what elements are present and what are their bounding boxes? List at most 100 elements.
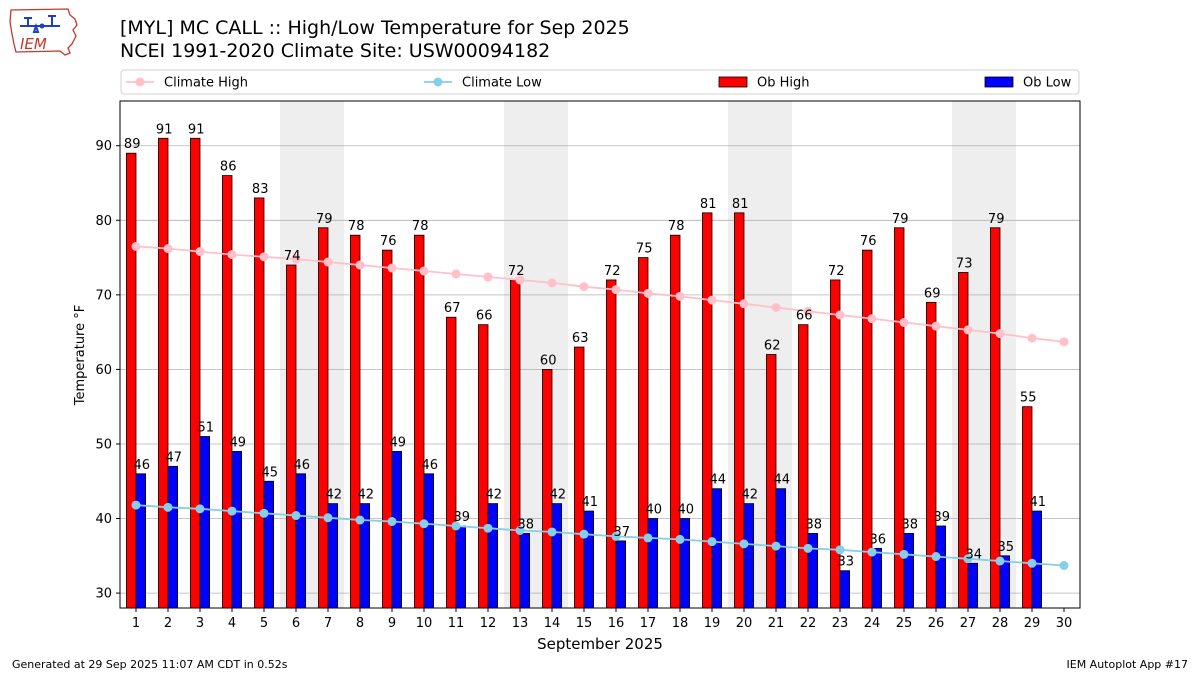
ob-high-label: 89 bbox=[124, 137, 141, 152]
ob-high-bar bbox=[285, 264, 297, 609]
climate-low-point bbox=[419, 519, 429, 529]
ob-high-label: 63 bbox=[572, 331, 589, 346]
ob-low-label: 39 bbox=[934, 510, 951, 525]
ob-high-bar bbox=[670, 234, 681, 609]
ob-low-label: 34 bbox=[966, 547, 983, 562]
climate-low-point bbox=[291, 511, 301, 521]
ob-low-label: 40 bbox=[678, 503, 695, 518]
x-tick-label: 29 bbox=[1024, 616, 1041, 631]
ob-low-label: 37 bbox=[614, 525, 631, 540]
ob-high-label: 75 bbox=[636, 242, 653, 257]
climate-low-point bbox=[227, 506, 237, 516]
ob-low-label: 44 bbox=[710, 473, 727, 488]
ob-high-label: 78 bbox=[348, 219, 365, 234]
ob-low-label: 35 bbox=[998, 540, 1015, 555]
climate-low-point bbox=[899, 549, 909, 559]
climate-high-point bbox=[963, 325, 973, 335]
x-tick-label: 9 bbox=[388, 616, 396, 631]
climate-low-point bbox=[963, 554, 973, 564]
legend-climate-high-marker bbox=[135, 77, 145, 87]
legend-ob-low-label: Ob Low bbox=[1023, 76, 1072, 91]
climate-low-point bbox=[867, 547, 877, 557]
ob-low-bar bbox=[743, 503, 755, 609]
ob-low-bar bbox=[231, 451, 243, 609]
climate-low-line bbox=[135, 504, 1065, 567]
climate-high-point bbox=[611, 285, 621, 295]
y-tick-label: 40 bbox=[95, 512, 112, 527]
climate-low-point bbox=[803, 543, 813, 553]
ob-high-label: 78 bbox=[412, 219, 429, 234]
ob-high-label: 55 bbox=[1020, 391, 1037, 406]
climate-high-point bbox=[707, 295, 717, 305]
ob-low-bar bbox=[615, 540, 627, 609]
ob-low-bar bbox=[583, 510, 595, 609]
ob-high-label: 79 bbox=[892, 212, 909, 227]
climate-high-point bbox=[387, 263, 397, 273]
y-tick-label: 50 bbox=[95, 437, 112, 452]
ob-low-bar bbox=[551, 503, 563, 609]
ob-high-bar bbox=[317, 227, 329, 609]
ob-high-bar bbox=[606, 279, 617, 609]
ob-low-label: 46 bbox=[134, 458, 151, 473]
ob-low-bar bbox=[679, 518, 691, 609]
legend-box bbox=[120, 69, 1080, 95]
ob-high-label: 78 bbox=[668, 219, 685, 234]
ob-high-label: 76 bbox=[380, 234, 397, 249]
y-tick-label: 90 bbox=[95, 139, 112, 154]
ob-low-label: 49 bbox=[230, 435, 247, 450]
app-credit: IEM Autoplot App #17 bbox=[1066, 658, 1189, 671]
ob-low-label: 47 bbox=[166, 450, 183, 465]
x-tick-label: 15 bbox=[576, 616, 593, 631]
climate-high-point bbox=[579, 282, 589, 292]
data-labels: 89 91 91 86 83 74 79 78 76 78 67 66 72 60 63 72 75 78 81 81… bbox=[124, 122, 1046, 569]
x-tick-label: 18 bbox=[672, 616, 689, 631]
x-tick-label: 10 bbox=[416, 616, 433, 631]
climate-high-point bbox=[195, 247, 205, 257]
x-tick-label: 27 bbox=[960, 616, 977, 631]
ob-high-label: 62 bbox=[764, 339, 781, 354]
bars bbox=[126, 137, 1043, 609]
x-tick-label: 16 bbox=[608, 616, 625, 631]
climate-high-point bbox=[163, 244, 173, 254]
ob-low-label: 51 bbox=[198, 421, 215, 436]
climate-high-point bbox=[291, 254, 301, 264]
climate-low-point bbox=[323, 513, 333, 523]
iowa-state-outline bbox=[9, 8, 78, 56]
ob-low-label: 44 bbox=[774, 473, 791, 488]
climate-low-point bbox=[451, 521, 461, 531]
ob-low-bar bbox=[263, 480, 275, 609]
ob-low-bar bbox=[519, 533, 531, 609]
climate-high-line bbox=[135, 245, 1065, 343]
ob-low-bar bbox=[455, 525, 467, 609]
climate-high-point bbox=[323, 257, 333, 267]
legend-climate-high-label: Climate High bbox=[164, 76, 248, 91]
x-tick-label: 4 bbox=[228, 616, 236, 631]
ob-high-label: 83 bbox=[252, 182, 269, 197]
generated-timestamp: Generated at 29 Sep 2025 11:07 AM CDT in… bbox=[12, 658, 288, 671]
ob-low-label: 42 bbox=[358, 488, 375, 503]
climate-low-point bbox=[387, 517, 397, 527]
grid-lines bbox=[120, 145, 1080, 594]
x-tick-label: 2 bbox=[164, 616, 172, 631]
ob-high-label: 72 bbox=[508, 264, 525, 279]
ob-low-bar bbox=[903, 533, 915, 609]
climate-low-point bbox=[995, 556, 1005, 566]
ob-high-label: 79 bbox=[316, 212, 333, 227]
ob-high-bar bbox=[574, 346, 585, 609]
ob-low-bar bbox=[135, 473, 147, 609]
ob-high-bar bbox=[157, 137, 169, 609]
ob-high-label: 67 bbox=[444, 301, 461, 316]
x-tick-label: 12 bbox=[480, 616, 497, 631]
ob-low-label: 36 bbox=[870, 532, 887, 547]
ob-high-bar bbox=[189, 137, 201, 609]
ob-high-bar bbox=[413, 234, 425, 609]
ob-low-label: 33 bbox=[838, 555, 855, 570]
climate-low-point bbox=[355, 515, 365, 525]
ob-high-label: 72 bbox=[604, 264, 621, 279]
climate-high-point bbox=[483, 272, 493, 282]
ob-low-label: 42 bbox=[550, 488, 567, 503]
ob-high-label: 69 bbox=[924, 286, 941, 301]
x-tick-label: 8 bbox=[356, 616, 364, 631]
climate-high-point bbox=[643, 288, 653, 298]
climate-low-point bbox=[163, 502, 173, 512]
